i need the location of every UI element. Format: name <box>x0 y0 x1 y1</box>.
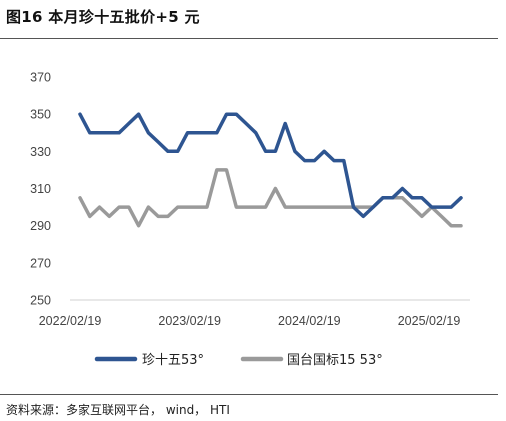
legend-label: 国台国标15 53° <box>287 353 383 368</box>
x-tick-label: 2024/02/19 <box>278 314 341 328</box>
y-tick-label: 350 <box>30 108 51 122</box>
y-tick-label: 290 <box>30 219 51 233</box>
legend-label: 珍十五53° <box>142 353 204 368</box>
y-axis-ticks: 250 270 290 310 330 350 370 <box>30 71 51 308</box>
y-tick-label: 250 <box>30 294 51 308</box>
figure-title: 图16 本月珍十五批价+5 元 <box>6 8 200 26</box>
x-axis-ticks: 2022/02/19 2023/02/19 2024/02/19 2025/02/19 <box>39 314 461 328</box>
x-tick-label: 2023/02/19 <box>158 314 221 328</box>
y-tick-label: 270 <box>30 256 51 270</box>
source-note: 资料来源：多家互联网平台， wind， HTI <box>6 403 230 417</box>
series-layer <box>78 112 463 228</box>
y-tick-label: 310 <box>30 182 51 196</box>
legend: 珍十五53° 国台国标15 53° <box>94 353 383 368</box>
y-tick-label: 370 <box>30 71 51 85</box>
series-line-1 <box>78 112 463 219</box>
series-line-2 <box>78 168 463 228</box>
x-tick-label: 2025/02/19 <box>398 314 461 328</box>
top-divider <box>0 38 498 39</box>
x-tick-label: 2022/02/19 <box>39 314 102 328</box>
bottom-divider <box>0 394 498 395</box>
y-tick-label: 330 <box>30 145 51 159</box>
